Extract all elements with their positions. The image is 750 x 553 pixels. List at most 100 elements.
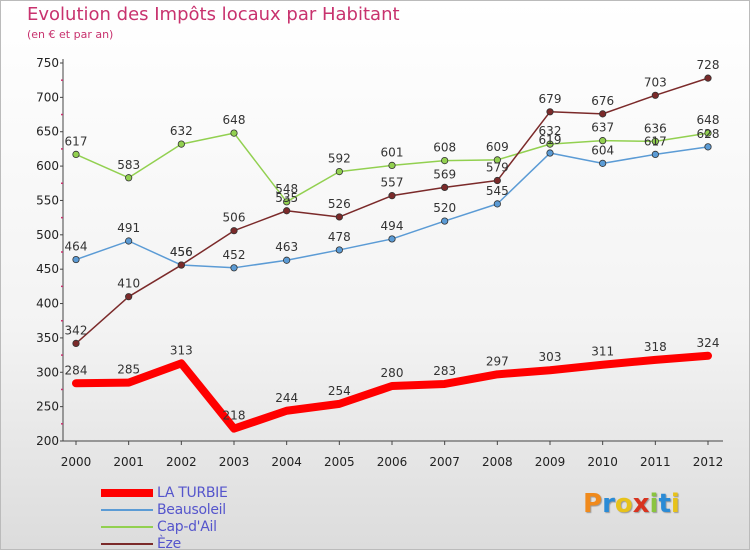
data-point bbox=[283, 207, 291, 215]
data-point bbox=[441, 156, 449, 165]
data-point bbox=[651, 150, 659, 159]
y-tick-label: 200 bbox=[36, 434, 59, 448]
data-label: 254 bbox=[328, 384, 351, 398]
x-tick-label: 2012 bbox=[693, 455, 724, 469]
data-point bbox=[388, 192, 396, 200]
data-label: 463 bbox=[275, 240, 298, 254]
data-label: 648 bbox=[697, 113, 720, 127]
data-point bbox=[493, 200, 501, 208]
x-tick-label: 2001 bbox=[113, 455, 144, 469]
data-point bbox=[546, 108, 554, 116]
axes: 200 250 300 350 400 450 500 550 600 650 700 750 2000… bbox=[36, 56, 723, 469]
legend-label: Èze bbox=[157, 536, 181, 552]
data-label: 218 bbox=[223, 409, 246, 423]
legend-swatch bbox=[101, 509, 153, 511]
series-2 bbox=[72, 129, 712, 206]
y-tick-label: 400 bbox=[36, 297, 59, 311]
data-label: 592 bbox=[328, 152, 351, 166]
legend-label: Beausoleil bbox=[157, 502, 226, 518]
data-label: 628 bbox=[697, 127, 720, 141]
y-tick-label: 500 bbox=[36, 228, 59, 242]
y-tick-label: 350 bbox=[36, 331, 59, 345]
data-label: 494 bbox=[381, 219, 404, 233]
data-point bbox=[230, 227, 238, 235]
data-label: 313 bbox=[170, 343, 193, 357]
data-label: 303 bbox=[539, 350, 562, 364]
data-label: 526 bbox=[328, 197, 351, 211]
data-point bbox=[72, 339, 80, 348]
series-line bbox=[75, 77, 709, 345]
logo-letter: t bbox=[658, 489, 671, 519]
x-tick-label: 2002 bbox=[166, 455, 197, 469]
data-point bbox=[599, 159, 607, 167]
x-tick-label: 2008 bbox=[482, 455, 513, 469]
series-line bbox=[72, 351, 712, 433]
data-point bbox=[283, 198, 291, 206]
data-point bbox=[493, 176, 501, 185]
y-tick-label: 700 bbox=[36, 90, 59, 104]
data-label: 545 bbox=[486, 184, 509, 198]
data-label: 632 bbox=[170, 124, 193, 138]
x-tick-label: 2007 bbox=[429, 455, 460, 469]
data-label: 608 bbox=[433, 141, 456, 155]
data-label: 569 bbox=[433, 167, 456, 181]
logo-letter: x bbox=[632, 489, 650, 519]
data-point bbox=[651, 137, 659, 145]
x-tick-label: 2005 bbox=[324, 455, 355, 469]
data-label: 557 bbox=[381, 176, 404, 190]
proxiti-logo: Proxiti bbox=[583, 489, 680, 519]
data-label: 619 bbox=[539, 133, 562, 147]
data-label: 410 bbox=[117, 277, 140, 291]
legend-swatch bbox=[101, 489, 153, 497]
data-point bbox=[546, 149, 554, 157]
chart-subtitle: (en € et par an) bbox=[27, 28, 114, 41]
x-tick-label: 2003 bbox=[219, 455, 250, 469]
data-point bbox=[651, 91, 659, 99]
data-point bbox=[125, 174, 133, 182]
data-label: 632 bbox=[539, 124, 562, 138]
data-label: 617 bbox=[65, 134, 88, 148]
logo-letter: i bbox=[670, 489, 680, 519]
chart-title: Evolution des Impôts locaux par Habitant bbox=[27, 4, 400, 25]
data-label: 244 bbox=[275, 391, 298, 405]
data-label: 535 bbox=[275, 191, 298, 205]
data-point bbox=[599, 137, 607, 145]
data-point bbox=[125, 293, 133, 301]
x-tick-label: 2004 bbox=[271, 455, 302, 469]
y-tick-label: 600 bbox=[36, 159, 59, 173]
data-label: 617 bbox=[644, 134, 667, 148]
data-point bbox=[388, 235, 396, 243]
logo-letter: i bbox=[649, 489, 659, 519]
data-point bbox=[335, 167, 343, 176]
data-point bbox=[177, 140, 185, 148]
y-tick-label: 450 bbox=[36, 262, 59, 276]
data-label: 604 bbox=[591, 143, 614, 157]
data-label: 297 bbox=[486, 354, 509, 368]
data-label: 318 bbox=[644, 340, 667, 354]
data-label: 637 bbox=[591, 121, 614, 135]
y-tick-label: 650 bbox=[36, 125, 59, 139]
data-label: 280 bbox=[381, 366, 404, 380]
data-label: 636 bbox=[644, 121, 667, 135]
y-tick-label: 300 bbox=[36, 365, 59, 379]
data-point bbox=[230, 264, 238, 272]
logo-letter: o bbox=[614, 489, 633, 519]
data-label: 728 bbox=[697, 58, 720, 72]
data-point bbox=[125, 237, 133, 245]
data-label: 601 bbox=[381, 145, 404, 159]
data-point bbox=[704, 143, 712, 151]
data-label: 284 bbox=[65, 363, 88, 377]
data-label: 676 bbox=[591, 94, 614, 108]
data-point bbox=[283, 256, 291, 264]
data-label: 491 bbox=[117, 221, 140, 235]
labels-layer: 284 285 313 218 244 254 280 283 297 303 311 318 324 4… bbox=[65, 58, 720, 423]
x-tick-label: 2009 bbox=[535, 455, 566, 469]
legend-swatch bbox=[101, 543, 153, 545]
data-label: 703 bbox=[644, 75, 667, 89]
legend-swatch bbox=[101, 526, 153, 528]
data-point bbox=[177, 261, 185, 269]
logo-letter: r bbox=[602, 489, 615, 519]
data-point bbox=[704, 129, 712, 137]
data-label: 342 bbox=[65, 323, 88, 337]
data-point bbox=[704, 74, 712, 82]
